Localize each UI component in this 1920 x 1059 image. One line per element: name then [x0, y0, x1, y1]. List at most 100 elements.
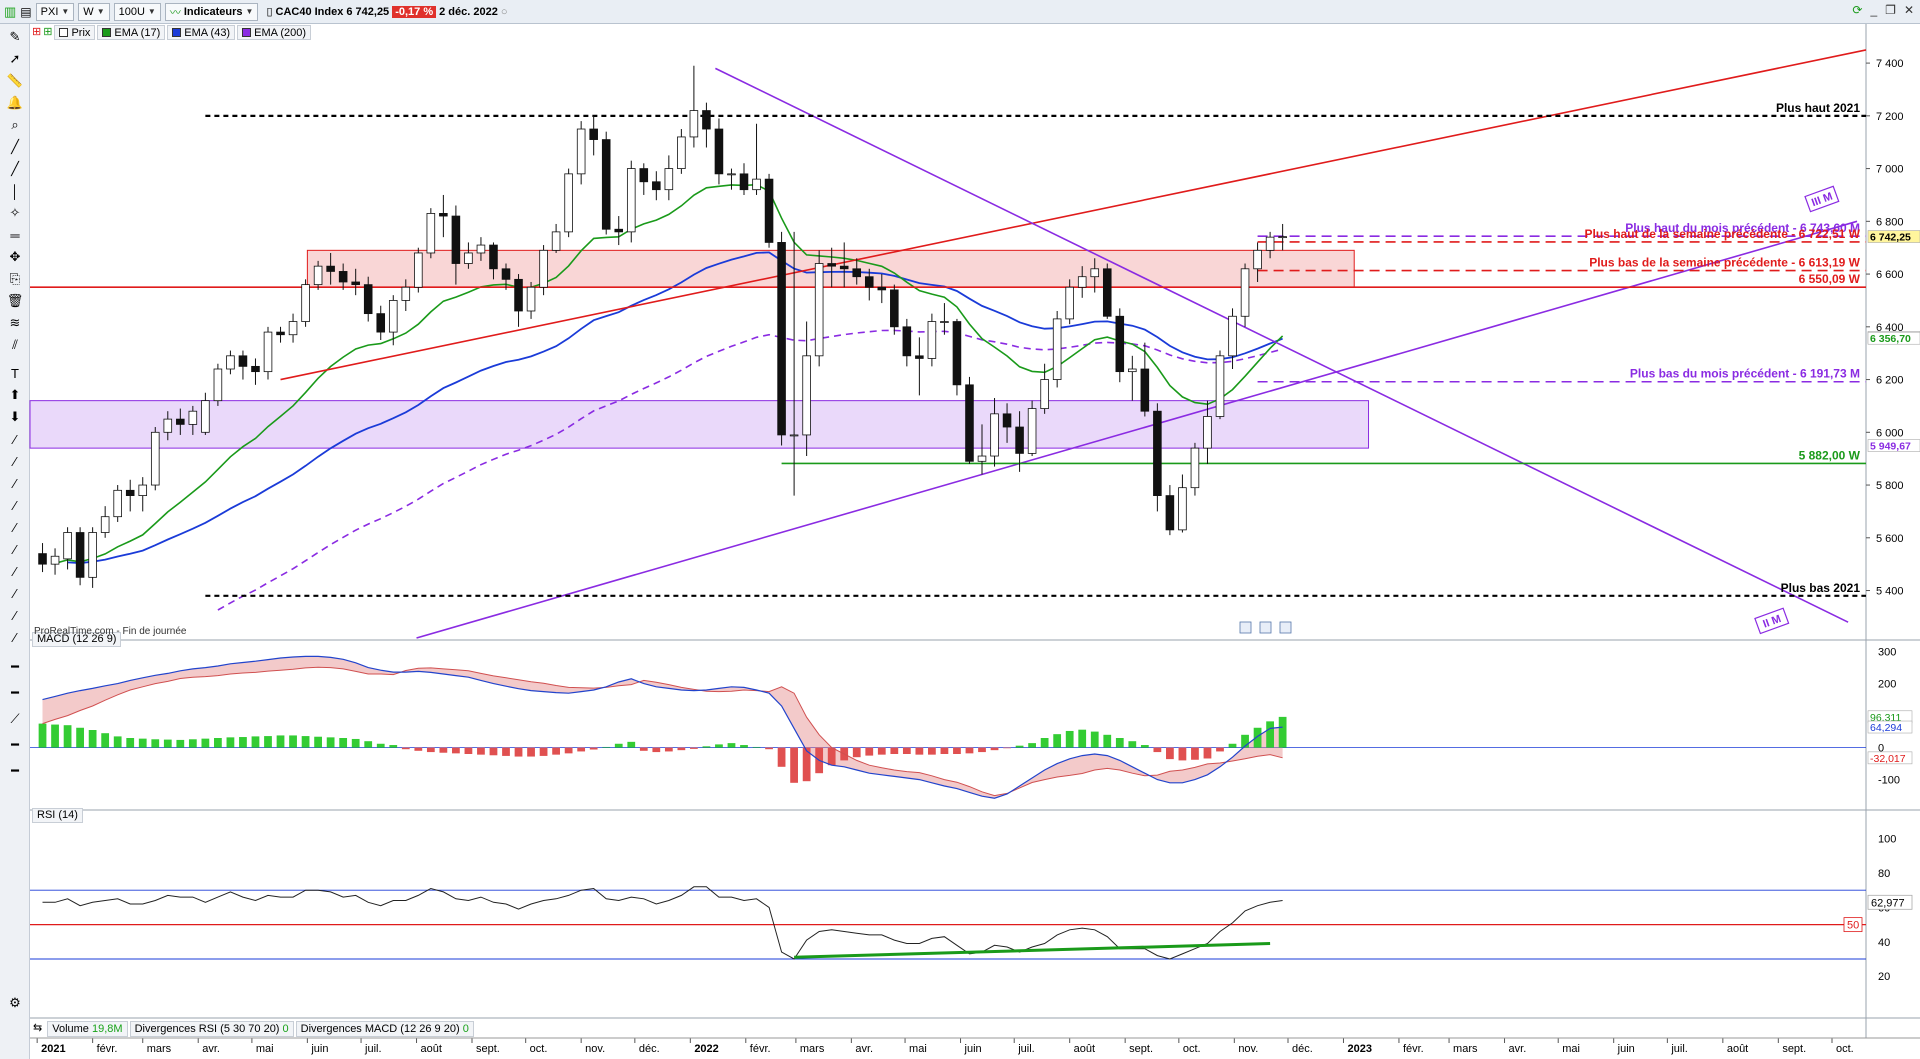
hline-red-icon[interactable]: ━: [11, 659, 19, 674]
time-tick-label: oct.: [530, 1043, 548, 1055]
candle-body: [1203, 416, 1212, 449]
minimize-icon[interactable]: _: [1870, 3, 1878, 17]
price-tick-label: 6 600: [1876, 269, 1904, 281]
candle-body: [1002, 413, 1012, 428]
trend-crimson-icon[interactable]: ⁄: [13, 629, 17, 645]
trend-magenta-icon[interactable]: ⁄: [13, 563, 17, 579]
trend-orange-icon[interactable]: ⁄: [13, 453, 17, 469]
ruler-icon[interactable]: 📏: [6, 73, 24, 88]
trend-red2-icon[interactable]: ⁄: [13, 541, 17, 557]
macd-bar: [1015, 745, 1024, 748]
hline-green-icon[interactable]: ━: [11, 685, 19, 700]
alert-bell-icon[interactable]: 🔔: [6, 95, 24, 110]
candle: [113, 485, 122, 522]
trend-purple-icon[interactable]: ⁄: [13, 475, 17, 491]
candle-body: [1165, 495, 1175, 531]
hline-black-icon[interactable]: ━: [11, 737, 19, 752]
data-source-text: ProRealTime.com - Fin de journée: [34, 626, 187, 637]
channel-icon[interactable]: ⫽: [12, 337, 18, 352]
candle-body: [150, 431, 160, 486]
bars-selector[interactable]: 100U ▼: [113, 2, 161, 21]
grid-icon[interactable]: ▤: [20, 4, 32, 19]
candle-body: [1265, 236, 1275, 251]
candle-body: [50, 555, 60, 565]
fibonacci-icon[interactable]: ≋: [9, 315, 21, 330]
candle-body: [88, 532, 97, 578]
price-badge-box: [1867, 230, 1920, 243]
settings-icon[interactable]: ⚙: [9, 995, 21, 1010]
arrow-down-icon[interactable]: ⬇: [9, 409, 21, 424]
legend-price[interactable]: Prix: [54, 25, 96, 40]
vertical-line-icon[interactable]: │: [10, 183, 20, 199]
collapse-bottom-icon[interactable]: ⇆: [33, 1022, 43, 1034]
trash-icon[interactable]: 🗑: [6, 293, 24, 308]
trend-red-icon[interactable]: ⁄: [13, 519, 17, 535]
close-icon[interactable]: ✕: [1903, 3, 1914, 17]
pencil-icon[interactable]: ✎: [9, 29, 21, 44]
segment-icon[interactable]: ╱: [11, 139, 19, 154]
move-icon[interactable]: ✥: [9, 249, 21, 264]
chart-icon[interactable]: ▥: [4, 3, 17, 19]
symbol-selector[interactable]: PXI ▼: [35, 2, 75, 21]
rsi-panel-label[interactable]: RSI (14): [32, 808, 83, 823]
refresh-icon[interactable]: ⟳: [1852, 3, 1863, 17]
volume-legend[interactable]: Volume 19,8M: [47, 1021, 128, 1037]
copy-icon[interactable]: ⎘: [9, 271, 21, 286]
candle: [990, 398, 999, 467]
trend-violet-icon[interactable]: ⁄: [13, 585, 17, 601]
macd-bar: [639, 747, 648, 751]
cursor-icon[interactable]: ➚: [9, 51, 21, 66]
indicators-button[interactable]: 〰 Indicateurs ▼: [164, 2, 259, 21]
macd-badge-box: [1867, 720, 1913, 734]
div-macd-label: Divergences MACD (12 26 9 20): [300, 1023, 460, 1035]
candle: [238, 350, 248, 380]
candle-body: [526, 286, 536, 312]
candle-body: [288, 321, 298, 336]
candle-body: [952, 321, 962, 386]
macd-bar: [452, 747, 460, 754]
div-rsi-legend[interactable]: Divergences RSI (5 30 70 20) 0: [129, 1021, 294, 1037]
macd-bar: [677, 747, 686, 751]
legend-ema43[interactable]: EMA (43): [167, 25, 236, 40]
legend-ema17[interactable]: EMA (17): [97, 25, 166, 40]
macd-bar: [264, 736, 272, 748]
panel-control-icon: [1259, 621, 1272, 634]
time-tick-label: 2023: [1347, 1043, 1371, 1055]
candle-body: [376, 313, 386, 333]
macd-bar: [552, 747, 560, 755]
candle: [1128, 355, 1137, 401]
div-macd-legend[interactable]: Divergences MACD (12 26 9 20) 0: [295, 1021, 474, 1037]
macd-bar: [239, 737, 247, 748]
candle-body: [940, 321, 949, 323]
macd-tick-label: -100: [1878, 775, 1900, 787]
macd-bar: [38, 723, 47, 748]
line-icon[interactable]: ╱: [11, 161, 19, 176]
ema200-line: [217, 329, 1283, 611]
text-icon[interactable]: T: [11, 365, 19, 381]
macd-bar: [852, 747, 861, 758]
brush-icon[interactable]: ⁄: [13, 431, 17, 447]
candle: [702, 102, 711, 148]
zoom-icon[interactable]: ⌕: [11, 117, 19, 132]
legend-ema200[interactable]: EMA (200): [237, 25, 312, 40]
trend-blue-icon[interactable]: ⁄: [13, 497, 17, 513]
collapse-icon[interactable]: ⊞: [32, 26, 42, 38]
node-line-icon[interactable]: ⟋: [10, 711, 20, 726]
candle: [401, 279, 411, 311]
candle-body: [601, 139, 611, 230]
macd-panel-label[interactable]: MACD (12 26 9): [32, 632, 122, 647]
hline-gray-icon[interactable]: ━: [11, 763, 19, 778]
arrow-up-icon[interactable]: ⬆: [9, 387, 21, 402]
panel-control-icon: [1279, 621, 1292, 634]
time-tick-label: oct.: [1183, 1043, 1201, 1055]
candle: [326, 252, 335, 285]
horizontal-line-icon[interactable]: ═: [10, 227, 20, 243]
candle-body: [1065, 286, 1074, 320]
add-icon[interactable]: ⊞: [43, 26, 53, 38]
macd-bar: [113, 736, 122, 748]
restore-icon[interactable]: ❐: [1885, 3, 1896, 17]
timeframe-selector[interactable]: W ▼: [78, 2, 110, 21]
magic-wand-icon[interactable]: ✧: [9, 205, 21, 220]
trend-navy-icon[interactable]: ⁄: [13, 607, 17, 623]
